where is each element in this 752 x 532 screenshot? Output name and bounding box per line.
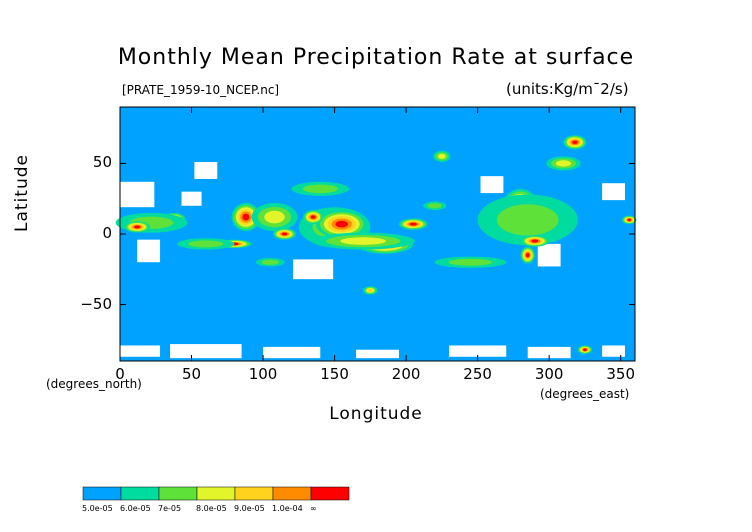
colorbar-swatch [310,486,350,501]
units-label: (units:Kg/m¯2/s) [506,80,629,98]
precip-contour [335,220,348,228]
precip-contour [496,204,559,236]
y-tick-label: 0 [102,224,112,242]
colorbar-swatch [82,486,122,501]
no-data-patch [137,239,161,263]
precip-contour [134,225,141,229]
no-data-patch [114,181,155,208]
chart-title: Monthly Mean Precipitation Rate at surfa… [117,45,635,70]
y-unit-label: (degrees_north) [46,377,142,391]
colorbar-label: 9.0e-05 [234,504,265,513]
x-tick-label: 150 [320,365,349,383]
x-tick-label: 200 [391,365,421,383]
x-tick-label: 350 [606,365,635,383]
x-tick-label: 0 [115,365,125,383]
colorbar-label: 6.0e-05 [120,504,151,513]
no-data-patch [194,162,218,179]
precip-contour [261,259,280,265]
y-tick-label: 50 [92,153,112,172]
precip-contour [555,160,572,167]
colorbar-swatch [158,486,198,501]
precip-contour [448,258,493,266]
precip-contour [531,239,539,243]
y-tick-label: −50 [80,294,112,313]
precip-contour [583,348,587,352]
precip-contour [340,237,387,245]
no-data-patch [602,183,625,201]
no-data-patch [356,349,399,359]
precip-contour [438,153,446,159]
x-tick-label: 100 [248,365,278,383]
precip-contour [242,213,250,221]
x-unit-label: (degrees_east) [540,387,630,401]
precip-contour [188,240,224,248]
colorbar-label: 7e-05 [158,504,182,513]
file-label: [PRATE_1959-10_NCEP.nc] [122,83,280,97]
no-data-patch [527,346,571,359]
precip-contour [627,218,632,222]
colorbar-swatch [120,486,160,501]
precip-contour [264,210,285,224]
no-data-patch [181,191,202,206]
colorbar-label: 8.0e-05 [196,504,227,513]
no-data-patch [537,243,561,267]
precip-contour [409,222,417,226]
x-axis-label: Longitude [329,404,423,424]
no-data-patch [293,259,334,280]
precip-contour [367,288,373,292]
precip-contour [310,215,316,219]
x-tick-label: 50 [181,365,202,383]
precip-contour [281,232,288,236]
no-data-patch [449,345,507,357]
colorbar-swatch [234,486,274,501]
colorbar-label: ∞ [310,504,317,513]
colorbar-label: 5.0e-05 [82,504,113,513]
no-data-patch [108,345,161,357]
precip-contour [427,203,442,209]
precip-contour [525,253,530,258]
precip-contour [572,140,578,144]
no-data-patch [263,346,321,359]
x-tick-label: 300 [534,365,564,383]
no-data-patch [602,345,625,357]
colorbar-swatch [272,486,312,501]
x-tick-label: 250 [463,365,492,383]
colorbar-swatch [196,486,236,501]
precip-contour [302,184,338,194]
colorbar-label: 1.0e-04 [272,504,303,513]
no-data-patch [170,344,242,359]
no-data-patch [480,176,504,194]
